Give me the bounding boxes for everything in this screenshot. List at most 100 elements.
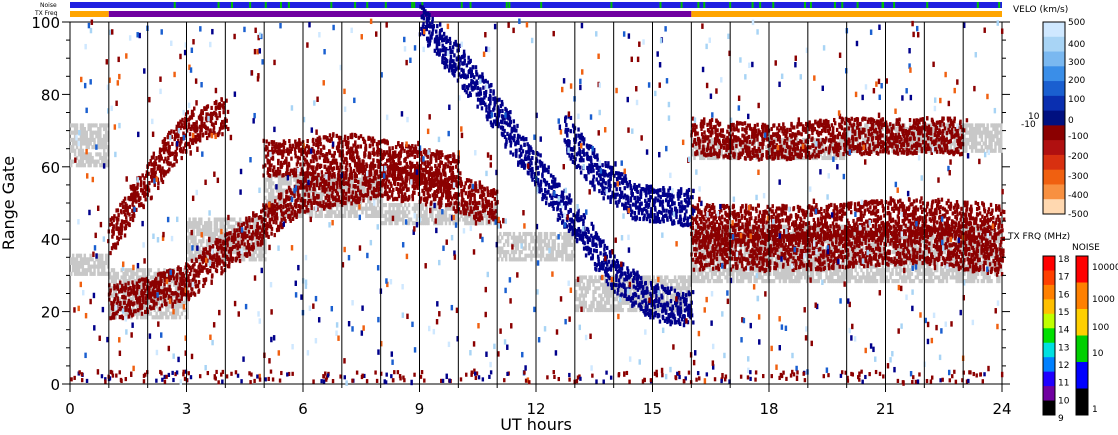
ground-scatter-cell — [87, 261, 89, 265]
ground-scatter-cell — [866, 123, 868, 127]
ground-scatter-cell — [911, 272, 913, 276]
ground-scatter-cell — [507, 250, 509, 254]
noise-strip-mark — [288, 2, 290, 8]
ground-scatter-cell — [981, 145, 983, 149]
ground-scatter-cell — [270, 178, 272, 182]
ground-scatter-cell — [790, 275, 792, 279]
ground-scatter-cell — [965, 127, 967, 131]
ground-scatter-cell — [788, 268, 790, 272]
ground-scatter-cell — [565, 246, 567, 250]
ground-scatter-cell — [126, 272, 128, 276]
ground-scatter-cell — [200, 243, 202, 247]
ground-scatter-cell — [977, 279, 979, 283]
ground-scatter-cell — [930, 123, 932, 127]
ground-scatter-cell — [555, 257, 557, 261]
ground-scatter-cell — [819, 275, 821, 279]
ground-scatter-cell — [200, 217, 202, 221]
noise-strip-mark — [470, 2, 472, 8]
noise-strip-mark — [998, 2, 1000, 8]
ground-scatter-cell — [74, 152, 76, 156]
ground-scatter-cell — [86, 131, 88, 135]
ground-scatter-cell — [936, 265, 938, 269]
ground-scatter-cell — [722, 272, 724, 276]
ground-scatter-cell — [157, 301, 159, 305]
ground-scatter-cell — [507, 239, 509, 243]
ground-scatter-cell — [988, 275, 990, 279]
ground-scatter-cell — [84, 254, 86, 258]
ground-scatter-cell — [70, 272, 72, 276]
ground-scatter-cell — [210, 228, 212, 232]
ground-scatter-cell — [965, 149, 967, 153]
ground-scatter-cell — [388, 207, 390, 211]
ground-scatter-cell — [854, 268, 856, 272]
ground-scatter-cell — [701, 272, 703, 276]
ground-scatter-cell — [952, 272, 954, 276]
ground-scatter-cell — [132, 297, 134, 301]
ground-scatter-cell — [144, 268, 146, 272]
ground-scatter-cell — [70, 163, 72, 167]
ground-scatter-cell — [210, 221, 212, 225]
ground-scatter-cell — [909, 275, 911, 279]
ground-scatter-cell — [507, 236, 509, 240]
ground-scatter-cell — [416, 217, 418, 221]
ground-scatter-cell — [579, 283, 581, 287]
ground-scatter-cell — [546, 232, 548, 236]
ground-scatter-cell — [208, 217, 210, 221]
ground-scatter-cell — [97, 268, 99, 272]
ground-scatter-cell — [406, 207, 408, 211]
ground-scatter-cell — [983, 279, 985, 283]
ground-scatter-cell — [101, 257, 103, 261]
noise-strip-mark — [461, 2, 463, 8]
ground-scatter-cell — [981, 138, 983, 142]
ground-scatter-cell — [839, 268, 841, 272]
ground-scatter-cell — [406, 214, 408, 218]
ground-scatter-cell — [823, 152, 825, 156]
ground-scatter-cell — [608, 301, 610, 305]
ground-scatter-cell — [932, 236, 934, 240]
ground-scatter-cell — [320, 210, 322, 214]
ground-scatter-cell — [540, 232, 542, 236]
ground-scatter-cell — [72, 145, 74, 149]
ground-scatter-cell — [346, 207, 348, 211]
ground-scatter-cell — [266, 189, 268, 193]
ground-scatter-cell — [594, 275, 596, 279]
ground-scatter-cell — [136, 272, 138, 276]
ground-scatter-cell — [221, 221, 223, 225]
ground-scatter-cell — [600, 294, 602, 298]
ground-scatter-cell — [837, 272, 839, 276]
ground-scatter-cell — [425, 207, 427, 211]
ground-scatter-cell — [188, 217, 190, 221]
ground-scatter-cell — [441, 221, 443, 225]
noise-strip-mark — [729, 2, 731, 8]
ground-scatter-cell — [519, 232, 521, 236]
ground-scatter-cell — [627, 301, 629, 305]
noise-strip-mark — [506, 2, 508, 8]
ground-scatter-cell — [870, 268, 872, 272]
noise-strip-mark — [540, 2, 542, 8]
ground-scatter-cell — [124, 275, 126, 279]
ground-scatter-cell — [425, 210, 427, 214]
ground-scatter-cell — [773, 279, 775, 283]
ground-scatter-cell — [402, 217, 404, 221]
ground-scatter-cell — [542, 246, 544, 250]
ground-scatter-cell — [431, 210, 433, 214]
ground-scatter-cell — [860, 268, 862, 272]
ground-scatter-cell — [188, 243, 190, 247]
ground-scatter-cell — [165, 312, 167, 316]
ground-scatter-cell — [973, 279, 975, 283]
ground-scatter-cell — [155, 312, 157, 316]
ground-scatter-cell — [664, 279, 666, 283]
ground-scatter-cell — [930, 268, 932, 272]
noise-strip-mark — [882, 2, 884, 8]
ground-scatter-cell — [930, 246, 932, 250]
ground-scatter-cell — [350, 214, 352, 218]
noise-strip-mark — [411, 2, 413, 8]
ground-scatter-cell — [177, 308, 179, 312]
ground-scatter-cell — [86, 272, 88, 276]
ground-scatter-cell — [93, 261, 95, 265]
ground-scatter-cell — [831, 275, 833, 279]
ground-scatter-cell — [93, 272, 95, 276]
ground-scatter-cell — [530, 232, 532, 236]
ground-scatter-cell — [520, 250, 522, 254]
ground-scatter-cell — [592, 294, 594, 298]
